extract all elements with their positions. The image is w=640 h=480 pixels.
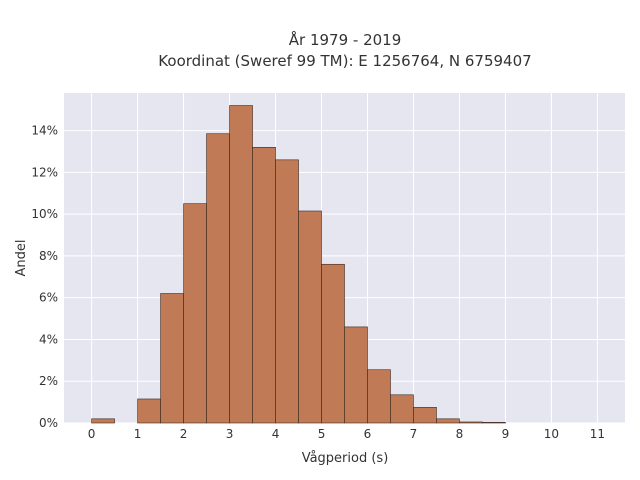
x-tick-label: 3: [226, 427, 234, 441]
x-tick-label: 0: [88, 427, 96, 441]
histogram-bar: [390, 394, 414, 424]
histogram-bar: [298, 210, 322, 424]
y-tick-label: 2%: [39, 374, 58, 388]
chart-title: År 1979 - 2019: [289, 30, 402, 49]
x-tick-label: 9: [502, 427, 510, 441]
histogram-bar: [482, 422, 506, 424]
histogram-bar: [275, 159, 299, 424]
histogram-bar: [436, 418, 460, 424]
y-tick-label: 6%: [39, 291, 58, 305]
histogram-bar: [183, 203, 207, 424]
histogram-bar: [413, 407, 437, 424]
x-tick-label: 4: [272, 427, 280, 441]
histogram-bar: [252, 147, 276, 424]
x-tick-label: 10: [544, 427, 559, 441]
y-tick-label: 8%: [39, 249, 58, 263]
y-tick-label: 4%: [39, 332, 58, 346]
histogram-bar: [160, 293, 184, 424]
chart-subtitle: Koordinat (Sweref 99 TM): E 1256764, N 6…: [158, 52, 531, 70]
y-axis-ticks: 0% 2% 4% 6% 8% 10% 12% 14%: [31, 124, 58, 430]
y-axis-label: Andel: [14, 240, 29, 277]
histogram-bar: [367, 369, 391, 424]
histogram-bar: [206, 133, 230, 424]
y-tick-label: 10%: [31, 207, 58, 221]
histogram-bar: [459, 421, 483, 424]
x-tick-label: 5: [318, 427, 326, 441]
x-tick-label: 11: [590, 427, 605, 441]
x-axis-label: Vågperiod (s): [302, 451, 389, 466]
x-tick-label: 1: [134, 427, 142, 441]
histogram-bar: [137, 398, 161, 424]
x-tick-label: 2: [180, 427, 188, 441]
y-tick-label: 12%: [31, 165, 58, 179]
histogram-bar: [321, 263, 345, 424]
y-tick-label: 0%: [39, 416, 58, 430]
x-axis-ticks: 0 1 2 3 4 5 6 7 8 9 10 11: [88, 427, 605, 441]
histogram-bar: [344, 326, 368, 424]
bars-group: [91, 105, 506, 424]
histogram-bar: [91, 418, 115, 424]
x-tick-label: 7: [410, 427, 418, 441]
y-tick-label: 14%: [31, 124, 58, 138]
x-tick-label: 8: [456, 427, 464, 441]
histogram-bar: [229, 105, 253, 424]
x-tick-label: 6: [364, 427, 372, 441]
